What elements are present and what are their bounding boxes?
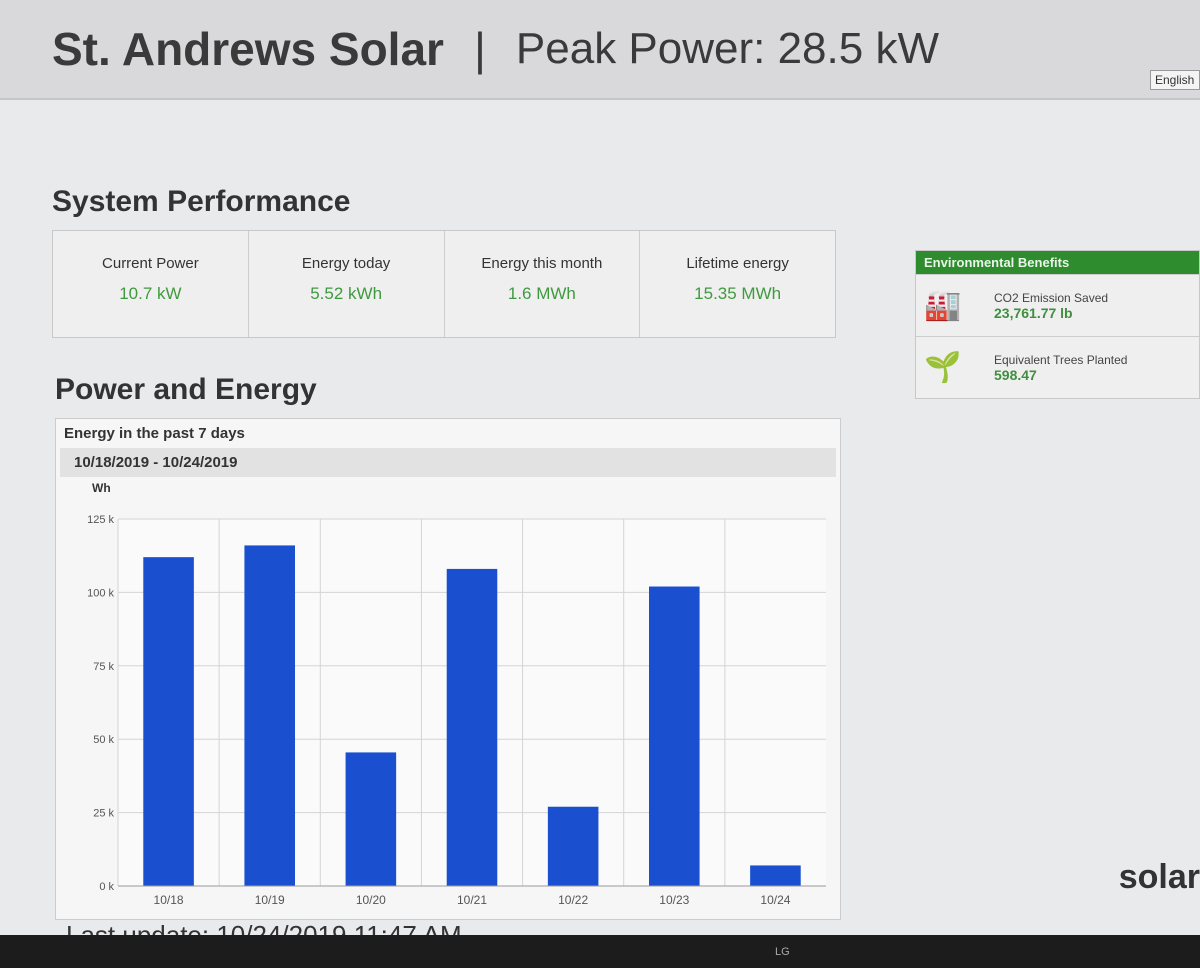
chart-panel-title: Energy in the past 7 days [64, 425, 245, 442]
header: St. Andrews Solar | Peak Power: 28.5 kW … [0, 0, 1200, 100]
x-tick-label: 10/20 [356, 893, 386, 907]
energy-bar-chart: 0 k 25 k 50 k 75 k 100 k 125 k 10/18 10/19 10/20… [87, 514, 826, 907]
kpi-value: 10.7 kW [119, 284, 182, 303]
bar-10/21 [446, 568, 498, 886]
kpi-label: Energy today [301, 255, 391, 272]
x-tick-label: 10/24 [760, 893, 790, 907]
y-axis-unit: Wh [92, 481, 111, 495]
co2-value: 23,761.77 lb [994, 304, 1073, 321]
kpi-label: Lifetime energy [686, 255, 789, 272]
kpi-label: Energy this month [481, 255, 603, 272]
y-tick-label: 25 k [93, 808, 114, 820]
x-tick-label: 10/19 [255, 893, 285, 907]
bar-10/23 [649, 586, 700, 886]
kpi-energy-today: Energy today 5.52 kWh [249, 231, 445, 337]
kpi-label: Current Power [102, 255, 199, 272]
kpi-panel: Current Power 10.7 kW Energy today 5.52 kW… [52, 230, 836, 338]
power-energy-title: Power and Energy [55, 373, 317, 406]
environmental-benefits-title: Environmental Benefits [916, 251, 1199, 274]
y-tick-label: 100 k [87, 587, 114, 599]
date-range[interactable]: 10/18/2019 - 10/24/2019 [60, 448, 836, 477]
bar-10/18 [143, 557, 194, 886]
bar-10/20 [345, 752, 397, 886]
x-tick-label: 10/22 [558, 893, 588, 907]
y-tick-label: 0 k [99, 881, 114, 893]
peak-power: Peak Power: 28.5 kW [515, 24, 939, 73]
trees-label: Equivalent Trees Planted [994, 352, 1128, 367]
kpi-value: 5.52 kWh [310, 284, 383, 303]
co2-saved: 🏭 CO2 Emission Saved 23,761.77 lb [916, 274, 1199, 336]
kpi-value: 15.35 MWh [694, 284, 782, 303]
solaredge-logo: solar [1118, 858, 1200, 896]
y-tick-label: 75 k [93, 661, 114, 673]
x-tick-label: 10/21 [457, 893, 487, 907]
trees-value: 598.47 [994, 366, 1037, 383]
energy-chart-panel: Energy in the past 7 days 10/18/2019 - 1… [55, 418, 841, 920]
environmental-benefits-panel: Environmental Benefits 🏭 CO2 Emission Sa… [915, 250, 1200, 399]
site-name: St. Andrews Solar [52, 23, 444, 75]
co2-label: CO2 Emission Saved [994, 290, 1109, 305]
x-tick-label: 10/23 [659, 893, 689, 907]
bar-10/24 [750, 865, 801, 886]
kpi-energy-month: Energy this month 1.6 MWh [445, 231, 641, 337]
monitor-bezel [0, 935, 1200, 968]
bar-10/22 [547, 806, 599, 886]
x-tick-label: 10/18 [154, 893, 184, 907]
y-tick-label: 125 k [87, 514, 114, 526]
language-select[interactable]: English [1150, 70, 1200, 90]
factory-icon: 🏭 [924, 289, 962, 322]
bar-10/19 [244, 545, 295, 886]
monitor-brand: LG [775, 946, 790, 958]
tree-watering-icon: 🌱 [924, 351, 962, 384]
trees-planted: 🌱 Equivalent Trees Planted 598.47 [916, 336, 1199, 398]
kpi-lifetime-energy: Lifetime energy 15.35 MWh [640, 231, 835, 337]
y-tick-label: 50 k [93, 734, 114, 746]
kpi-value: 1.6 MWh [507, 284, 576, 303]
title-separator: | [473, 23, 486, 75]
kpi-current-power: Current Power 10.7 kW [53, 231, 249, 337]
system-performance-title: System Performance [52, 185, 351, 218]
